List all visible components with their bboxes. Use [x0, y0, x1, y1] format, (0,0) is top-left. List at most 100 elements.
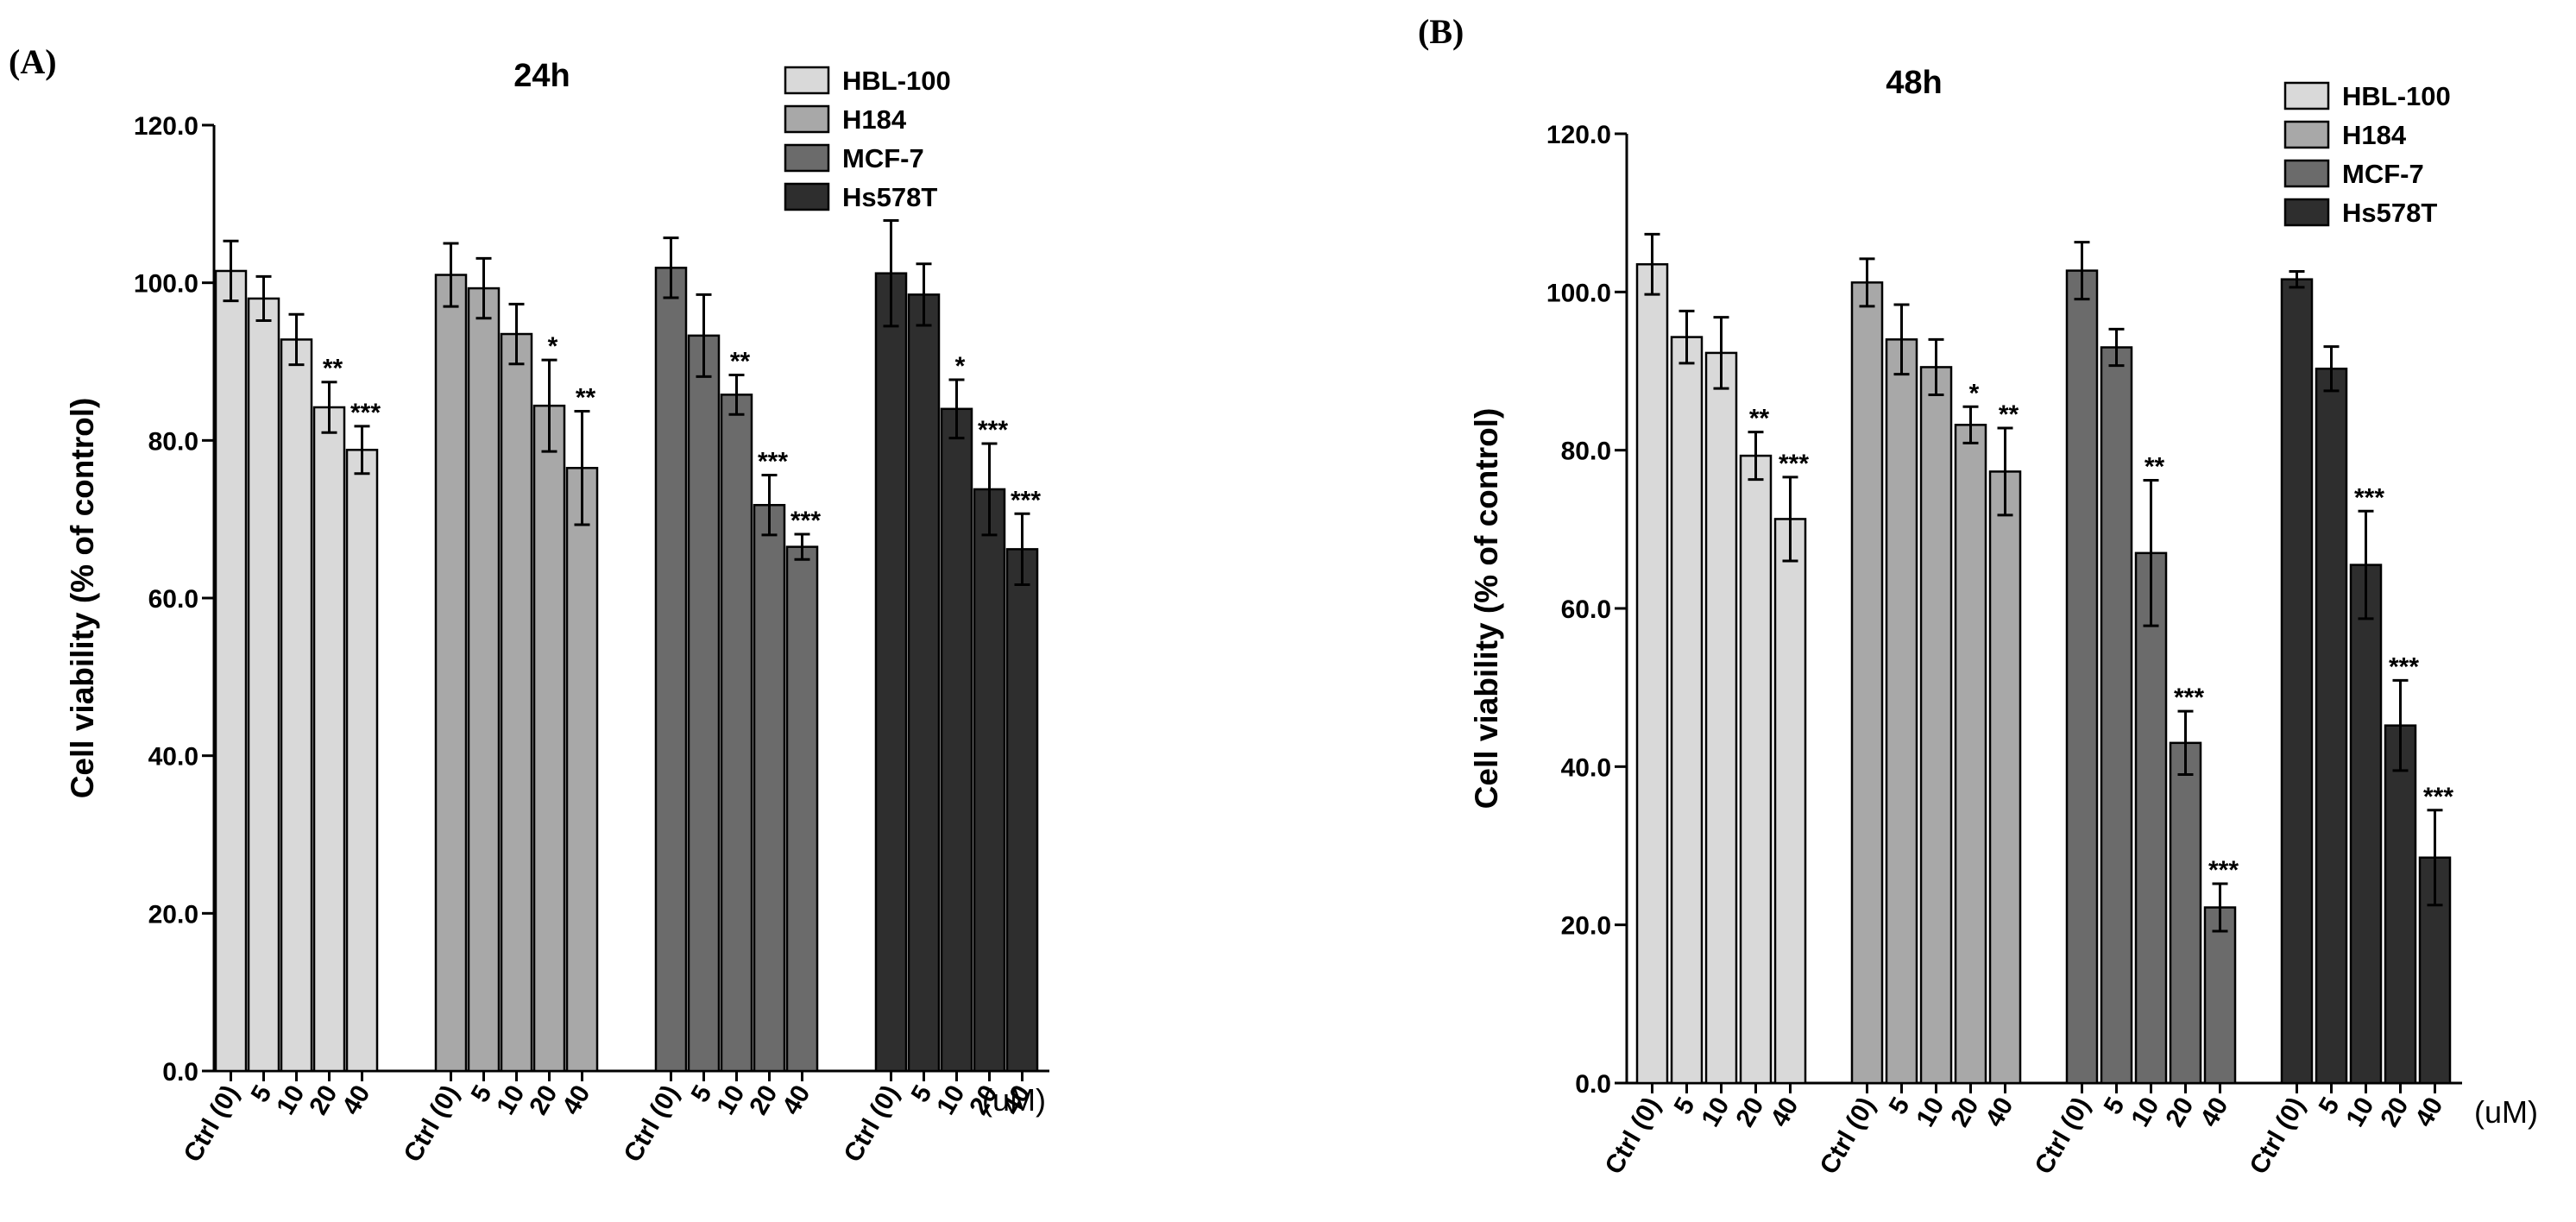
chart-title: 48h: [1886, 65, 1942, 101]
x-tick-label: 20: [1945, 1093, 1984, 1131]
bar: [280, 338, 313, 1073]
bar: [2134, 551, 2168, 1085]
legend-label: HBL-100: [2342, 81, 2451, 111]
unit-label: (uM): [2474, 1094, 2538, 1130]
x-tick-label: Ctrl (0): [179, 1080, 245, 1167]
x-tick-label: 10: [271, 1080, 310, 1119]
significance-marker: **: [1749, 405, 1770, 433]
significance-marker: ***: [790, 507, 821, 535]
panel-label: (B): [1418, 12, 1464, 51]
x-tick-label: 10: [2126, 1093, 2164, 1131]
legend-swatch: [2283, 81, 2330, 110]
bar: [312, 406, 346, 1073]
x-tick-label: Ctrl (0): [399, 1080, 465, 1167]
panel-a: (A) 24h Cell viability (% of control) 0.0 20…: [9, 42, 1049, 1167]
x-tick-label: 5: [2314, 1093, 2346, 1119]
bar: [1670, 336, 1704, 1085]
significance-marker: **: [2145, 453, 2165, 482]
bar: [785, 545, 819, 1073]
bar: [874, 272, 908, 1073]
y-tick-label: 20.0: [148, 900, 198, 929]
bar: [720, 394, 753, 1073]
x-tick-label: 10: [931, 1080, 970, 1119]
significance-marker: ***: [978, 416, 1008, 444]
y-tick-label: 80.0: [1561, 438, 1611, 466]
bar: [345, 449, 379, 1073]
significance-marker: ***: [2208, 856, 2239, 885]
significance-marker: **: [730, 348, 751, 376]
significance-marker: ***: [2423, 783, 2453, 811]
panel-label: (A): [9, 42, 57, 81]
y-tick-label: 0.0: [1575, 1070, 1611, 1099]
bar: [247, 297, 280, 1073]
significance-marker: *: [1969, 379, 1980, 407]
x-tick-label: 40: [2409, 1093, 2448, 1131]
bar: [687, 334, 721, 1073]
bar: [1635, 263, 1669, 1085]
y-axis-label: Cell viability (% of control): [65, 398, 100, 799]
y-tick-label: 80.0: [148, 427, 198, 456]
legend-label: HBL-100: [842, 66, 951, 96]
bar: [1954, 424, 1987, 1085]
x-tick-label: 10: [711, 1080, 750, 1119]
significance-marker: **: [323, 355, 343, 383]
x-tick-label: 10: [1696, 1093, 1735, 1131]
legend-label: H184: [2342, 120, 2407, 150]
y-tick-label: 120.0: [134, 112, 198, 141]
x-tick-label: 40: [777, 1080, 816, 1119]
bar: [467, 287, 501, 1073]
significance-marker: ***: [350, 399, 381, 427]
bar: [2065, 269, 2099, 1085]
y-tick-label: 100.0: [134, 270, 198, 299]
legend-swatch: [784, 143, 830, 173]
bar: [434, 274, 468, 1073]
x-tick-label: 20: [2375, 1093, 2414, 1131]
x-tick-label: Ctrl (0): [2245, 1093, 2311, 1179]
unit-label: (uM): [982, 1082, 1046, 1118]
bar: [1885, 338, 1918, 1085]
bar: [1739, 454, 1773, 1085]
x-tick-label: 5: [1669, 1093, 1701, 1119]
significance-marker: ***: [758, 448, 788, 476]
bar: [2384, 724, 2417, 1085]
legend-label: Hs578T: [2342, 198, 2437, 228]
x-tick-label: Ctrl (0): [1815, 1093, 1881, 1179]
y-axis-label: Cell viability (% of control): [1469, 408, 1504, 809]
bar: [2280, 278, 2314, 1085]
bar: [907, 293, 941, 1073]
bar: [1919, 366, 1953, 1085]
bar: [1704, 351, 1738, 1085]
bar: [2315, 368, 2348, 1085]
significance-marker: ***: [2174, 683, 2204, 712]
bar: [2349, 564, 2383, 1085]
x-tick-label: 40: [1980, 1093, 2019, 1131]
bar: [2169, 741, 2202, 1085]
bar: [973, 488, 1006, 1073]
bar: [753, 503, 786, 1073]
bar: [1773, 518, 1807, 1085]
significance-marker: ***: [1779, 450, 1809, 478]
x-tick-label: Ctrl (0): [2030, 1093, 2096, 1179]
y-tick-label: 0.0: [162, 1058, 198, 1087]
bar: [2100, 346, 2133, 1085]
x-tick-label: 10: [1911, 1093, 1949, 1131]
chart-title: 24h: [513, 58, 570, 94]
bar: [565, 467, 599, 1073]
significance-marker: **: [576, 384, 596, 413]
x-tick-label: 5: [1884, 1093, 1916, 1119]
significance-marker: **: [1999, 400, 2019, 429]
legend-swatch: [784, 182, 830, 211]
x-tick-label: 10: [2340, 1093, 2379, 1131]
bar: [500, 332, 533, 1073]
legend-swatch: [2283, 120, 2330, 149]
x-tick-label: 20: [524, 1080, 563, 1119]
legend-label: MCF-7: [842, 143, 924, 173]
panel-b: (B) 48h Cell viability (% of control) 0.0 20…: [1418, 12, 2538, 1179]
legend-swatch: [784, 66, 830, 95]
legend-swatch: [2283, 198, 2330, 227]
y-tick-label: 40.0: [1561, 753, 1611, 782]
y-tick-label: 40.0: [148, 743, 198, 772]
y-tick-label: 120.0: [1546, 121, 1611, 149]
x-tick-label: 5: [2099, 1093, 2131, 1119]
